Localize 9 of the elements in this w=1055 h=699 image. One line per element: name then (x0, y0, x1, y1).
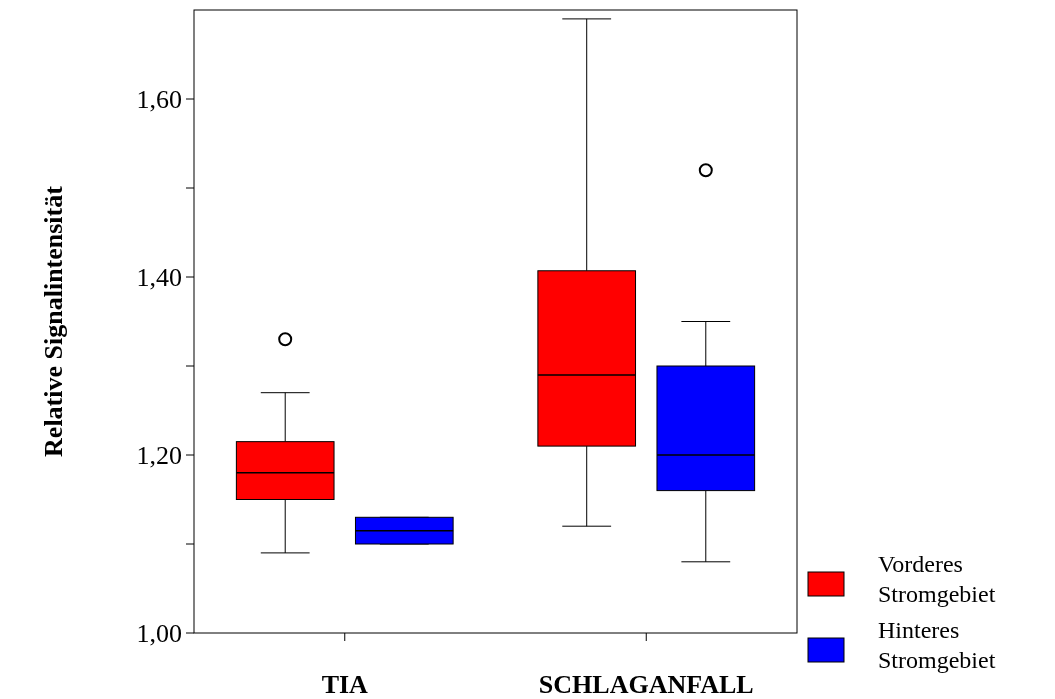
y-tick-label: 1,20 (136, 441, 182, 471)
y-tick-label: 1,00 (136, 619, 182, 649)
y-tick-label: 1,60 (136, 85, 182, 115)
x-tick-label: TIA (321, 670, 369, 699)
x-tick-label: SCHLAGANFALL (538, 670, 754, 699)
legend-label: Hinteres Stromgebiet (878, 617, 996, 673)
y-tick-label: 1,40 (136, 263, 182, 293)
y-axis-title: Relative Signalintensität (39, 185, 68, 457)
legend-label: Vorderes Stromgebiet (878, 551, 996, 607)
